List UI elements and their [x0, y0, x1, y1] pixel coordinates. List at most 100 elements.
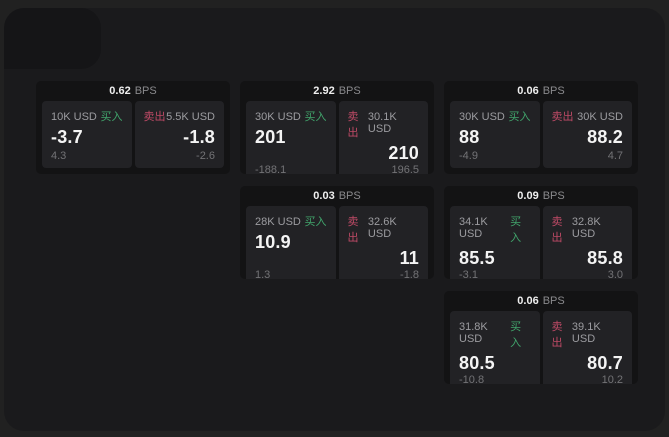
bps-unit-label: BPS — [542, 295, 565, 307]
sell-panel[interactable]: 卖出 5.5K USD -1.8 -2.6 — [134, 101, 224, 168]
sell-panel-top: 卖出 30K USD — [552, 108, 624, 124]
buy-sub-value: 1.3 — [255, 269, 271, 279]
buy-side-label: 买入 — [510, 321, 522, 349]
sell-panel[interactable]: 卖出 30K USD 88.2 4.7 — [542, 101, 632, 168]
quote-card: 0.09 BPS 34.1K USD 买入 85.5 -3.1 卖出 32.8K… — [444, 186, 638, 279]
sell-panel[interactable]: 卖出 32.6K USD 11 -1.8 — [338, 206, 428, 279]
sell-side-label: 卖出 — [551, 111, 574, 123]
buy-amount: 10K USD — [51, 111, 97, 123]
sell-sub-value: -1.8 — [400, 269, 419, 279]
buy-price: 201 — [255, 127, 286, 147]
buy-panel-top: 30K USD 买入 — [255, 108, 327, 124]
sell-sub-value: 4.7 — [607, 150, 623, 162]
buy-sub-value: -3.1 — [459, 269, 478, 279]
bps-value: 0.62 — [109, 85, 131, 97]
buy-panel[interactable]: 34.1K USD 买入 85.5 -3.1 — [450, 206, 540, 279]
buy-amount: 30K USD — [459, 111, 505, 123]
sell-amount: 39.1K USD — [571, 321, 601, 345]
sell-side-label: 卖出 — [551, 216, 563, 244]
sell-price: -1.8 — [183, 127, 215, 147]
bps-unit-label: BPS — [542, 190, 565, 202]
buy-price: 10.9 — [255, 232, 291, 252]
card-body: 10K USD 买入 -3.7 4.3 卖出 5.5K USD -1.8 -2.… — [36, 101, 230, 174]
card-body: 31.8K USD 买入 80.5 -10.8 卖出 39.1K USD 80.… — [444, 311, 638, 384]
bps-header: 0.62 BPS — [36, 81, 230, 101]
sell-side-label: 卖出 — [551, 321, 563, 349]
corner-decoration — [4, 8, 101, 69]
buy-amount: 31.8K USD — [459, 321, 488, 345]
sell-sub-value: 10.2 — [601, 374, 623, 384]
buy-price: 85.5 — [459, 248, 495, 268]
bps-header: 2.92 BPS — [240, 81, 434, 101]
sell-panel[interactable]: 卖出 39.1K USD 80.7 10.2 — [542, 311, 632, 384]
sell-price: 11 — [399, 248, 419, 268]
sell-panel-top: 卖出 39.1K USD — [552, 318, 624, 350]
buy-panel[interactable]: 30K USD 买入 88 -4.9 — [450, 101, 540, 168]
sell-price: 88.2 — [587, 127, 623, 147]
buy-amount: 30K USD — [255, 111, 301, 123]
card-body: 30K USD 买入 201 -188.1 卖出 30.1K USD 210 1… — [240, 101, 434, 174]
buy-panel[interactable]: 31.8K USD 买入 80.5 -10.8 — [450, 311, 540, 384]
quote-card: 2.92 BPS 30K USD 买入 201 -188.1 卖出 30.1K … — [240, 81, 434, 174]
bps-value: 2.92 — [313, 85, 335, 97]
buy-amount: 28K USD — [255, 216, 301, 228]
sell-panel-top: 卖出 5.5K USD — [144, 108, 216, 124]
buy-side-label: 买入 — [508, 111, 531, 123]
bps-header: 0.06 BPS — [444, 291, 638, 311]
sell-side-label: 卖出 — [347, 111, 359, 139]
quote-card: 0.62 BPS 10K USD 买入 -3.7 4.3 卖出 5.5K USD — [36, 81, 230, 174]
bps-unit-label: BPS — [338, 85, 361, 97]
bps-value: 0.06 — [517, 85, 539, 97]
bps-value: 0.09 — [517, 190, 539, 202]
quote-card: 0.06 BPS 31.8K USD 买入 80.5 -10.8 卖出 39.1… — [444, 291, 638, 384]
buy-side-label: 买入 — [304, 111, 327, 123]
bps-header: 0.06 BPS — [444, 81, 638, 101]
bps-header: 0.09 BPS — [444, 186, 638, 206]
sell-amount: 30.1K USD — [367, 111, 397, 135]
bps-unit-label: BPS — [542, 85, 565, 97]
buy-price: -3.7 — [51, 127, 83, 147]
card-body: 28K USD 买入 10.9 1.3 卖出 32.6K USD 11 -1.8 — [240, 206, 434, 279]
buy-panel[interactable]: 28K USD 买入 10.9 1.3 — [246, 206, 336, 279]
buy-panel[interactable]: 10K USD 买入 -3.7 4.3 — [42, 101, 132, 168]
app-window: 0.62 BPS 10K USD 买入 -3.7 4.3 卖出 5.5K USD — [4, 8, 665, 431]
buy-sub-value: -188.1 — [255, 164, 287, 174]
sell-panel-top: 卖出 32.8K USD — [552, 213, 624, 245]
buy-side-label: 买入 — [304, 216, 327, 228]
sell-side-label: 卖出 — [143, 111, 166, 123]
sell-panel-top: 卖出 32.6K USD — [348, 213, 420, 245]
buy-panel-top: 10K USD 买入 — [51, 108, 123, 124]
sell-panel[interactable]: 卖出 30.1K USD 210 196.5 — [338, 101, 428, 174]
sell-amount: 30K USD — [577, 111, 623, 123]
sell-price: 210 — [388, 143, 419, 163]
buy-sub-value: -10.8 — [459, 374, 485, 384]
bps-header: 0.03 BPS — [240, 186, 434, 206]
sell-side-label: 卖出 — [347, 216, 359, 244]
sell-price: 85.8 — [587, 248, 623, 268]
quote-cards-grid: 0.62 BPS 10K USD 买入 -3.7 4.3 卖出 5.5K USD — [36, 81, 638, 384]
buy-panel-top: 28K USD 买入 — [255, 213, 327, 229]
buy-side-label: 买入 — [100, 111, 123, 123]
sell-panel[interactable]: 卖出 32.8K USD 85.8 3.0 — [542, 206, 632, 279]
bps-value: 0.03 — [313, 190, 335, 202]
buy-panel-top: 31.8K USD 买入 — [459, 318, 531, 350]
buy-side-label: 买入 — [510, 216, 522, 244]
bps-unit-label: BPS — [338, 190, 361, 202]
buy-panel-top: 34.1K USD 买入 — [459, 213, 531, 245]
sell-panel-top: 卖出 30.1K USD — [348, 108, 420, 140]
bps-unit-label: BPS — [134, 85, 157, 97]
buy-panel[interactable]: 30K USD 买入 201 -188.1 — [246, 101, 336, 174]
sell-sub-value: 3.0 — [607, 269, 623, 279]
sell-amount: 5.5K USD — [166, 111, 215, 123]
sell-price: 80.7 — [587, 353, 623, 373]
sell-amount: 32.8K USD — [571, 216, 601, 240]
buy-sub-value: 4.3 — [51, 150, 67, 162]
bps-value: 0.06 — [517, 295, 539, 307]
sell-sub-value: -2.6 — [196, 150, 215, 162]
sell-sub-value: 196.5 — [391, 164, 419, 174]
sell-amount: 32.6K USD — [367, 216, 397, 240]
buy-amount: 34.1K USD — [459, 216, 488, 240]
card-body: 30K USD 买入 88 -4.9 卖出 30K USD 88.2 4.7 — [444, 101, 638, 174]
buy-price: 80.5 — [459, 353, 495, 373]
buy-panel-top: 30K USD 买入 — [459, 108, 531, 124]
